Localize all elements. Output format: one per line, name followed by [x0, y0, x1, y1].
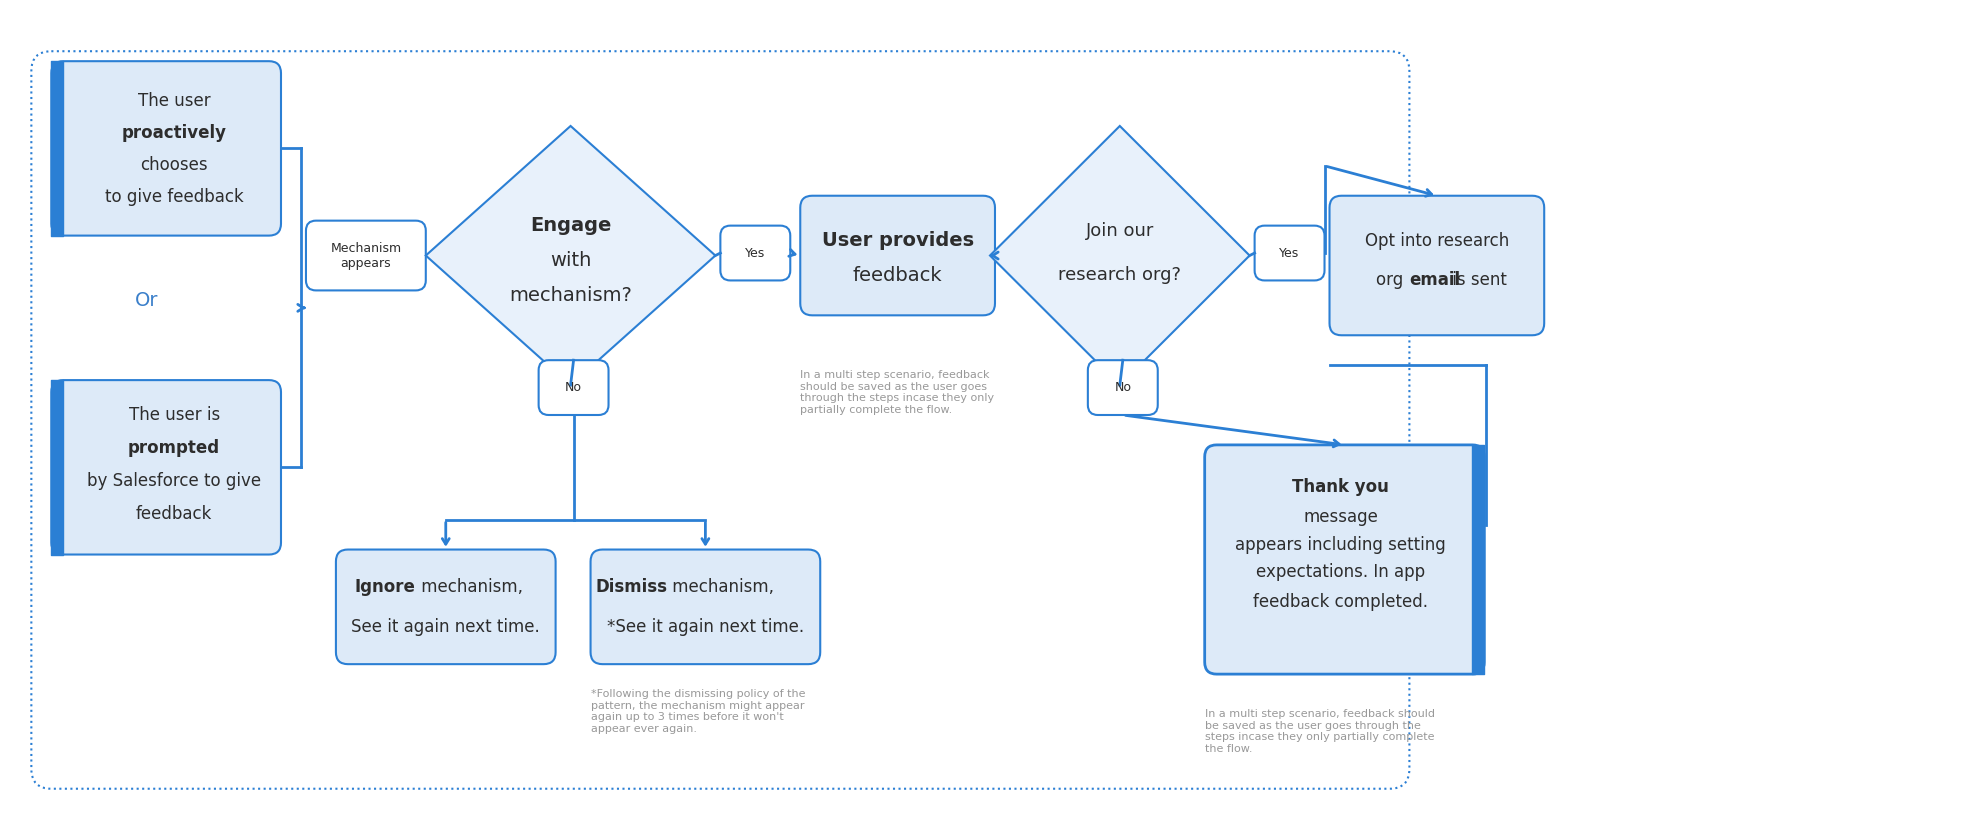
Text: message: message — [1303, 508, 1378, 525]
Text: expectations. In app: expectations. In app — [1256, 563, 1425, 582]
Text: Or: Or — [134, 291, 157, 310]
Text: No: No — [1115, 381, 1130, 394]
Text: feedback completed.: feedback completed. — [1252, 593, 1427, 611]
Text: with: with — [550, 251, 592, 270]
FancyBboxPatch shape — [800, 196, 995, 316]
FancyBboxPatch shape — [1087, 360, 1158, 415]
FancyBboxPatch shape — [51, 61, 281, 235]
Text: Opt into research: Opt into research — [1364, 231, 1510, 249]
Text: feedback: feedback — [853, 266, 942, 285]
Text: to give feedback: to give feedback — [104, 188, 244, 206]
Text: org: org — [1376, 272, 1410, 289]
Text: mechanism,: mechanism, — [415, 578, 523, 596]
Text: mechanism,: mechanism, — [666, 578, 775, 596]
Text: Join our: Join our — [1085, 221, 1154, 240]
Polygon shape — [991, 126, 1250, 385]
Text: research org?: research org? — [1058, 267, 1182, 284]
Text: email: email — [1410, 272, 1461, 289]
FancyBboxPatch shape — [1329, 196, 1543, 335]
Text: No: No — [564, 381, 582, 394]
Text: prompted: prompted — [128, 439, 220, 457]
FancyBboxPatch shape — [590, 549, 820, 664]
Text: The user is: The user is — [128, 406, 220, 424]
FancyBboxPatch shape — [539, 360, 609, 415]
Text: In a multi step scenario, feedback
should be saved as the user goes
through the : In a multi step scenario, feedback shoul… — [800, 370, 995, 415]
FancyBboxPatch shape — [1205, 445, 1484, 674]
Text: *Following the dismissing policy of the
pattern, the mechanism might appear
agai: *Following the dismissing policy of the … — [590, 689, 804, 733]
FancyBboxPatch shape — [1254, 225, 1325, 281]
Polygon shape — [427, 126, 716, 385]
Text: *See it again next time.: *See it again next time. — [607, 619, 804, 636]
Text: chooses: chooses — [140, 156, 208, 173]
Text: feedback: feedback — [136, 505, 212, 523]
Text: mechanism?: mechanism? — [509, 286, 631, 305]
FancyBboxPatch shape — [307, 221, 427, 291]
Text: is sent: is sent — [1447, 272, 1506, 289]
Text: Dismiss: Dismiss — [596, 578, 666, 596]
Text: Engage: Engage — [531, 216, 611, 235]
FancyBboxPatch shape — [336, 549, 556, 664]
Text: Yes: Yes — [745, 246, 765, 259]
Text: See it again next time.: See it again next time. — [352, 619, 541, 636]
Text: Yes: Yes — [1280, 246, 1300, 259]
Text: The user: The user — [138, 92, 210, 110]
FancyBboxPatch shape — [51, 380, 281, 554]
FancyBboxPatch shape — [720, 225, 790, 281]
Text: User provides: User provides — [822, 231, 973, 250]
Text: Thank you: Thank you — [1292, 477, 1388, 496]
Text: Ignore: Ignore — [356, 578, 415, 596]
Text: by Salesforce to give: by Salesforce to give — [87, 472, 261, 490]
Text: In a multi step scenario, feedback should
be saved as the user goes through the
: In a multi step scenario, feedback shoul… — [1205, 709, 1435, 754]
Text: proactively: proactively — [122, 124, 226, 142]
Text: appears including setting: appears including setting — [1235, 535, 1445, 553]
Text: Mechanism
appears: Mechanism appears — [330, 241, 401, 269]
